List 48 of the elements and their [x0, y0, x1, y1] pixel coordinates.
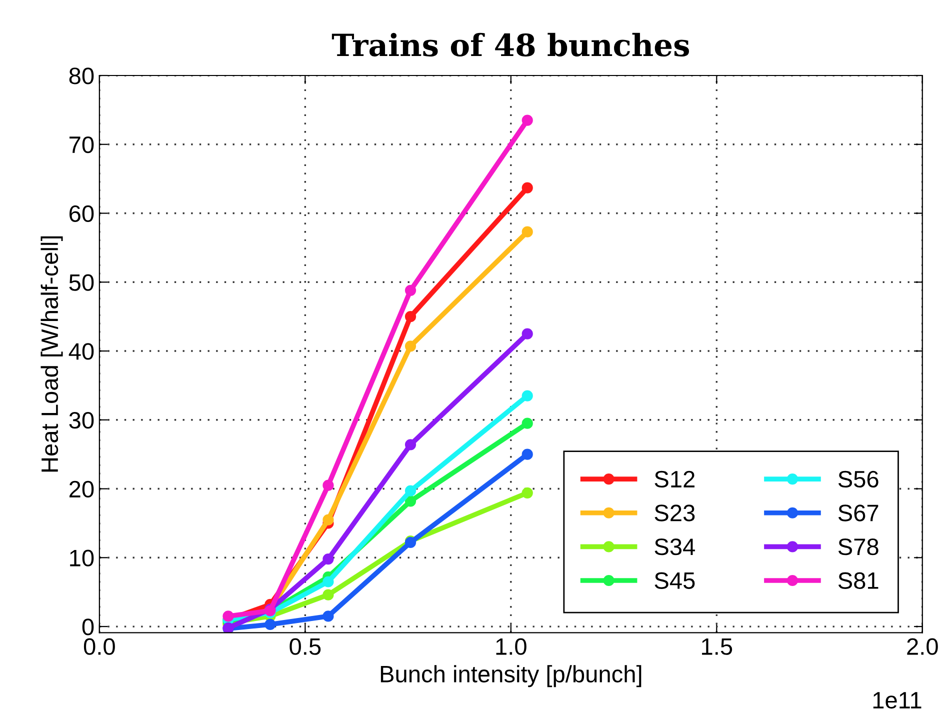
point	[322, 480, 334, 491]
point	[522, 390, 533, 402]
x-axis-title: Bunch intensity [p/bunch]	[380, 665, 642, 688]
point	[404, 496, 416, 507]
point	[222, 610, 234, 622]
text: 1e11	[873, 692, 922, 709]
point	[522, 182, 533, 194]
point	[404, 485, 416, 496]
point	[404, 284, 416, 296]
y-tick-label: 10	[70, 550, 94, 566]
y-tick-label: 30	[69, 412, 94, 429]
point	[522, 328, 533, 340]
point	[522, 418, 533, 429]
legend-label: S56	[838, 470, 878, 488]
point	[522, 114, 533, 126]
y-tick-label: 40	[68, 343, 94, 360]
point	[322, 589, 334, 600]
chart-title: Trains of 48 bunches	[332, 32, 689, 56]
legend-label: S78	[838, 538, 878, 556]
point	[404, 340, 416, 352]
x-tick-label: 0.5	[290, 638, 321, 655]
y-tick-label: 80	[69, 68, 94, 84]
y-tick-label: 50	[69, 274, 94, 291]
y-tick-label: 60	[70, 205, 94, 222]
legend-label: S81	[838, 572, 878, 589]
point	[322, 610, 334, 622]
legend-label: S23	[654, 504, 695, 522]
y-tick-label: 0	[82, 618, 94, 636]
legend-label: S45	[654, 572, 695, 589]
legend-label: S12	[654, 470, 694, 488]
legend-label: S67	[838, 504, 878, 522]
point	[522, 448, 533, 460]
point	[404, 311, 416, 322]
point	[264, 618, 276, 630]
point	[522, 487, 533, 498]
point	[322, 553, 334, 565]
point	[322, 514, 334, 526]
point	[522, 226, 533, 238]
x-tick-label: 0.0	[84, 638, 115, 655]
y-tick-label: 70	[70, 136, 94, 154]
legend-label: S34	[654, 538, 695, 556]
point	[404, 439, 416, 450]
y-tick-label: 20	[70, 480, 94, 498]
x-tick-label: 2.0	[907, 638, 938, 655]
y-axis-title: Heat Load [W/half-cell]	[40, 236, 63, 472]
point	[322, 576, 334, 588]
x-tick-label: 1.5	[702, 638, 732, 655]
x-tick-label: 1.0	[496, 638, 526, 655]
